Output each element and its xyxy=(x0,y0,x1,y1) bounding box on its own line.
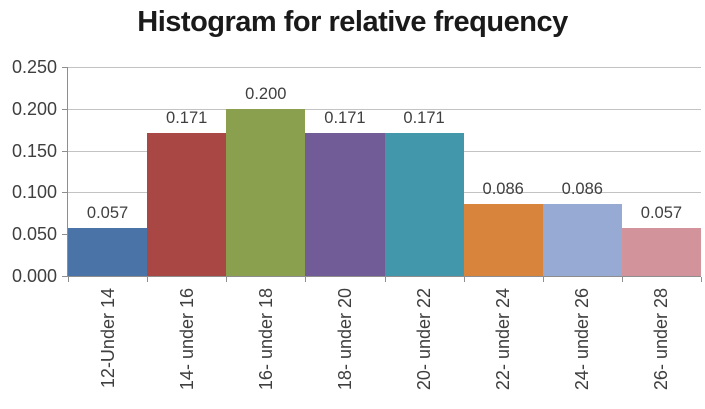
bar-26- under 28 xyxy=(621,228,701,276)
x-axis-line xyxy=(67,276,701,277)
x-category-label: 12-Under 14 xyxy=(97,288,118,389)
y-tick-label: 0.000 xyxy=(11,266,57,286)
bar-16- under 18 xyxy=(226,108,306,276)
bar-20- under 22 xyxy=(384,133,464,276)
x-category-label: 16- under 18 xyxy=(255,288,276,391)
bar-22- under 24 xyxy=(463,204,543,276)
y-tick-mark xyxy=(62,234,68,236)
gridline xyxy=(68,67,701,68)
x-tick-mark xyxy=(463,277,465,282)
y-tick-label: 0.050 xyxy=(11,224,57,245)
plot-area xyxy=(68,67,701,276)
x-tick-mark xyxy=(542,277,544,282)
y-tick-mark xyxy=(62,150,68,152)
bar-value-label: 0.057 xyxy=(640,204,683,223)
bar-value-label: 0.086 xyxy=(482,180,524,199)
x-tick-mark xyxy=(701,277,702,282)
bar-14- under 16 xyxy=(147,133,227,276)
x-category-label: 22- under 24 xyxy=(493,288,514,391)
bar-24- under 26 xyxy=(542,204,622,276)
y-tick-mark xyxy=(62,67,68,68)
bar-value-label: 0.086 xyxy=(561,180,603,199)
y-axis-line xyxy=(67,67,68,277)
x-tick-mark xyxy=(621,277,623,282)
x-tick-mark xyxy=(147,277,149,282)
y-tick-label: 0.200 xyxy=(11,98,57,119)
x-category-label: 18- under 20 xyxy=(334,288,355,391)
x-tick-mark xyxy=(305,277,307,282)
bar-18- under 20 xyxy=(305,133,385,276)
bar-value-label: 0.200 xyxy=(245,84,287,103)
y-tick-label: 0.250 xyxy=(11,57,57,77)
x-category-label: 14- under 16 xyxy=(176,288,197,391)
bar-value-label: 0.171 xyxy=(166,109,208,128)
x-tick-mark xyxy=(384,277,386,282)
x-category-label: 20- under 22 xyxy=(414,288,435,391)
bar-12-Under 14 xyxy=(68,228,148,276)
gridline xyxy=(68,108,701,110)
x-category-label: 24- under 26 xyxy=(572,288,593,391)
x-category-label: 26- under 28 xyxy=(651,288,672,391)
chart-title: Histogram for relative frequency xyxy=(137,6,568,38)
x-tick-mark xyxy=(226,277,228,282)
x-tick-mark xyxy=(68,277,69,282)
y-tick-label: 0.150 xyxy=(11,140,57,161)
y-tick-mark xyxy=(62,276,68,277)
bar-value-label: 0.057 xyxy=(86,204,129,223)
y-tick-mark xyxy=(62,108,68,110)
bar-value-label: 0.171 xyxy=(324,109,366,128)
y-tick-mark xyxy=(62,192,68,194)
bar-value-label: 0.171 xyxy=(403,109,445,128)
y-tick-label: 0.100 xyxy=(11,182,57,203)
